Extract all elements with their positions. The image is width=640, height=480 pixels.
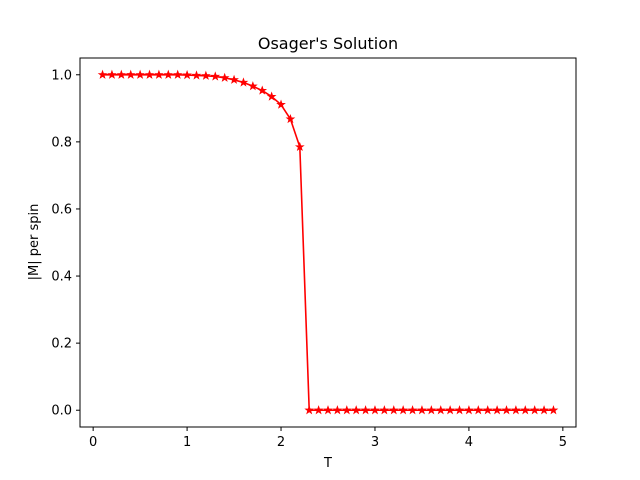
data-point-marker: [520, 405, 531, 415]
data-point-marker: [464, 405, 474, 415]
data-point-marker: [351, 405, 362, 415]
data-point-marker: [154, 69, 164, 79]
data-point-marker: [454, 405, 465, 415]
data-point-marker: [445, 405, 455, 415]
data-point-marker: [360, 405, 371, 415]
data-point-marker: [323, 405, 333, 415]
data-point-marker: [388, 405, 399, 415]
data-point-marker: [125, 69, 136, 79]
data-point-marker: [511, 405, 521, 415]
data-point-marker: [116, 69, 127, 79]
data-point-marker: [435, 405, 446, 415]
data-point-marker: [398, 405, 409, 415]
data-point-marker: [97, 69, 108, 79]
data-point-marker: [238, 77, 249, 87]
data-point-marker: [191, 70, 202, 80]
y-tick-label: 1.0: [51, 68, 72, 83]
data-point-marker: [539, 405, 549, 415]
plot-frame: [79, 57, 577, 428]
data-point-marker: [501, 405, 512, 415]
data-point-marker: [313, 405, 324, 415]
x-tick-label: 1: [183, 435, 191, 450]
x-tick-label: 5: [559, 435, 567, 450]
data-point-marker: [426, 405, 437, 415]
chart-title: Osager's Solution: [258, 34, 398, 53]
data-point-marker: [417, 405, 427, 415]
x-tick-label: 3: [371, 435, 379, 450]
data-point-marker: [529, 405, 540, 415]
x-tick-label: 4: [465, 435, 473, 450]
data-point-marker: [201, 70, 211, 80]
axis-ticks: 0 1 2 3 4 5 0.0 0.2 0.4 0.6 0.8 1.0: [51, 68, 567, 450]
data-point-marker: [341, 405, 352, 415]
data-point-marker: [172, 69, 183, 79]
data-point-marker: [492, 405, 502, 415]
data-point-marker: [294, 141, 305, 152]
data-point-marker: [135, 69, 145, 79]
data-point-marker: [210, 71, 221, 81]
y-tick-label: 0.8: [51, 135, 72, 150]
data-point-marker: [379, 405, 390, 415]
data-point-marker: [229, 74, 239, 84]
data-point-marker: [285, 113, 296, 124]
data-point-marker: [482, 405, 493, 415]
data-point-marker: [332, 405, 343, 415]
x-tick-label: 2: [277, 435, 285, 450]
y-tick-label: 0.2: [51, 337, 72, 352]
data-point-marker: [247, 81, 258, 91]
data-point-marker: [107, 69, 117, 79]
data-point-marker: [276, 99, 286, 109]
data-point-marker: [304, 405, 315, 415]
data-point-marker: [266, 91, 277, 101]
data-point-marker: [144, 69, 155, 79]
y-tick-label: 0.0: [51, 404, 72, 419]
series-layer: [97, 69, 559, 415]
y-axis-label: |M| per spin: [27, 204, 42, 281]
data-point-marker: [182, 70, 192, 80]
data-point-marker: [219, 72, 230, 82]
data-point-marker: [407, 405, 418, 415]
data-point-marker: [548, 405, 559, 415]
data-point-marker: [473, 405, 484, 415]
x-axis-label: T: [323, 456, 332, 471]
x-tick-label: 0: [89, 435, 97, 450]
data-point-marker: [370, 405, 380, 415]
y-tick-label: 0.6: [51, 202, 72, 217]
data-point-marker: [257, 85, 268, 95]
data-point-marker: [163, 69, 174, 79]
y-tick-label: 0.4: [51, 270, 72, 285]
